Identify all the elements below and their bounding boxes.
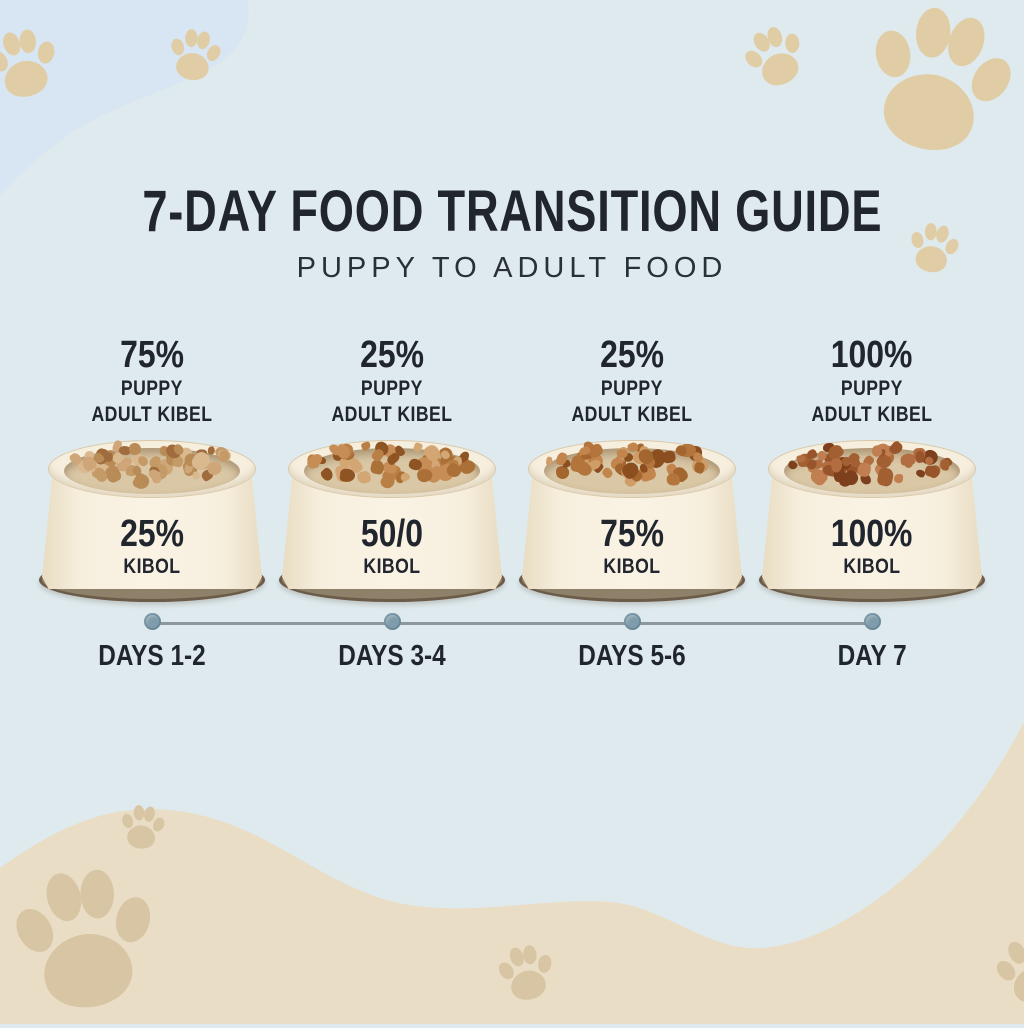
bowl-percent: 25% [120, 513, 184, 555]
top-percent: 25% [600, 334, 664, 376]
timeline-line [152, 622, 872, 625]
kibble-in-bowl [544, 439, 720, 494]
timeline-dot [383, 612, 401, 630]
stage-days-1-2: 75% PUPPY ADULT KIBEL 25% KIBOL DAYS 1-2 [32, 334, 272, 672]
top-line1: PUPPY [121, 377, 183, 400]
stage-day-7: 100% PUPPY ADULT KIBEL 100% KIBOL DAY 7 [752, 334, 992, 672]
bowl-percent: 100% [831, 513, 913, 555]
bowl-label: KIBOL [363, 555, 421, 578]
dog-bowl-illustration: 75% KIBOL [517, 439, 747, 602]
timeline-dot [143, 612, 161, 630]
page-subtitle: PUPPY TO ADULT FOOD [296, 251, 728, 284]
kibble-in-bowl [64, 439, 240, 494]
day-label: DAYS 1-2 [98, 640, 206, 672]
top-line2: ADULT KIBEL [331, 403, 453, 426]
bowl-label: KIBOL [603, 555, 661, 578]
bowl-mix-label: 100% KIBOL [757, 514, 987, 579]
top-line2: ADULT KIBEL [571, 403, 693, 426]
top-line1: PUPPY [361, 377, 423, 400]
paw-print-icon [842, 0, 1024, 177]
bowl-label: KIBOL [123, 555, 181, 578]
timeline-marker [752, 602, 992, 640]
bowl-label: KIBOL [843, 555, 901, 578]
timeline-marker [512, 602, 752, 640]
header: 7-DAY FOOD TRANSITION GUIDE PUPPY TO ADU… [0, 180, 1024, 285]
paw-print-icon [116, 802, 168, 854]
mix-label: 100% PUPPY ADULT KIBEL [800, 334, 944, 438]
stage-days-3-4: 25% PUPPY ADULT KIBEL 50/0 KIBOL DAYS 3-… [272, 334, 512, 672]
corner-blob [0, 0, 249, 196]
page-title: 7-DAY FOOD TRANSITION GUIDE [142, 179, 882, 244]
day-label: DAYS 3-4 [338, 640, 446, 672]
stage-days-5-6: 25% PUPPY ADULT KIBEL 75% KIBOL DAYS 5-6 [512, 334, 752, 672]
top-percent: 75% [120, 334, 184, 376]
dog-bowl-illustration: 100% KIBOL [757, 440, 987, 602]
mix-label: 25% PUPPY ADULT KIBEL [560, 334, 704, 438]
timeline-marker [32, 602, 272, 640]
bowl-mix-label: 25% KIBOL [37, 514, 267, 579]
kibble-in-bowl [784, 440, 960, 494]
dog-bowl-illustration: 50/0 KIBOL [277, 440, 507, 602]
paw-print-icon [733, 16, 817, 100]
top-line1: PUPPY [841, 377, 903, 400]
bowl-mix-label: 50/0 KIBOL [277, 514, 507, 579]
timeline-dot [863, 612, 881, 630]
mix-label: 25% PUPPY ADULT KIBEL [320, 334, 464, 438]
bowl-percent: 50/0 [360, 513, 424, 555]
paw-print-icon [490, 938, 561, 1009]
top-line2: ADULT KIBEL [811, 403, 933, 426]
mix-label: 75% PUPPY ADULT KIBEL [80, 334, 224, 438]
bowl-percent: 75% [600, 513, 664, 555]
day-label: DAYS 5-6 [578, 640, 686, 672]
bottom-wave [0, 722, 1024, 1024]
top-line1: PUPPY [601, 377, 663, 400]
stages-row: 75% PUPPY ADULT KIBEL 25% KIBOL DAYS 1-2… [32, 334, 992, 672]
bowl-mix-label: 75% KIBOL [517, 514, 747, 579]
day-label: DAY 7 [837, 640, 907, 672]
timeline-marker [272, 602, 512, 640]
paw-print-icon [0, 856, 170, 1028]
timeline-dot [623, 612, 641, 630]
paw-print-icon [162, 24, 225, 87]
top-percent: 100% [831, 334, 913, 376]
kibble-in-bowl [304, 440, 480, 494]
top-percent: 25% [360, 334, 424, 376]
top-line2: ADULT KIBEL [91, 403, 213, 426]
dog-bowl-illustration: 25% KIBOL [37, 439, 267, 602]
